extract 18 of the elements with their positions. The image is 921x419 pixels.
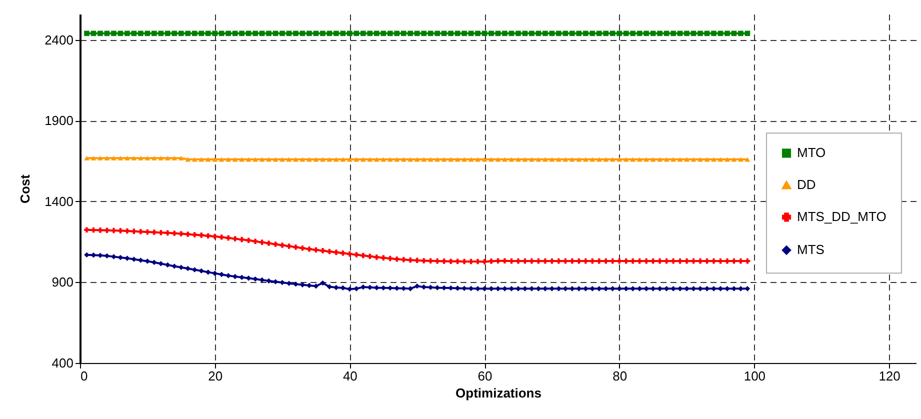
x-tick-label: 60 xyxy=(478,368,492,384)
legend-label: DD xyxy=(797,177,816,192)
y-tick-label: 1900 xyxy=(44,113,74,128)
y-tick-label: 900 xyxy=(52,274,74,290)
x-tick-label: 100 xyxy=(744,368,766,384)
y-tick-label: 2400 xyxy=(44,32,74,48)
x-tick-label: 40 xyxy=(342,368,358,384)
legend-label: MTS xyxy=(797,242,825,258)
y-tick-label: 400 xyxy=(52,356,74,370)
x-axis-title: Optimizations xyxy=(456,386,542,400)
x-tick-label: 80 xyxy=(612,368,628,384)
legend-label: MTS_DD_MTO xyxy=(797,209,886,224)
x-tick-label: 0 xyxy=(80,368,88,384)
legend-label: MTO xyxy=(797,145,826,160)
x-tick-label: 20 xyxy=(208,368,223,384)
y-axis-title: Cost xyxy=(18,174,33,204)
x-tick-label: 120 xyxy=(878,368,900,384)
y-tick-label: 1400 xyxy=(44,194,74,209)
